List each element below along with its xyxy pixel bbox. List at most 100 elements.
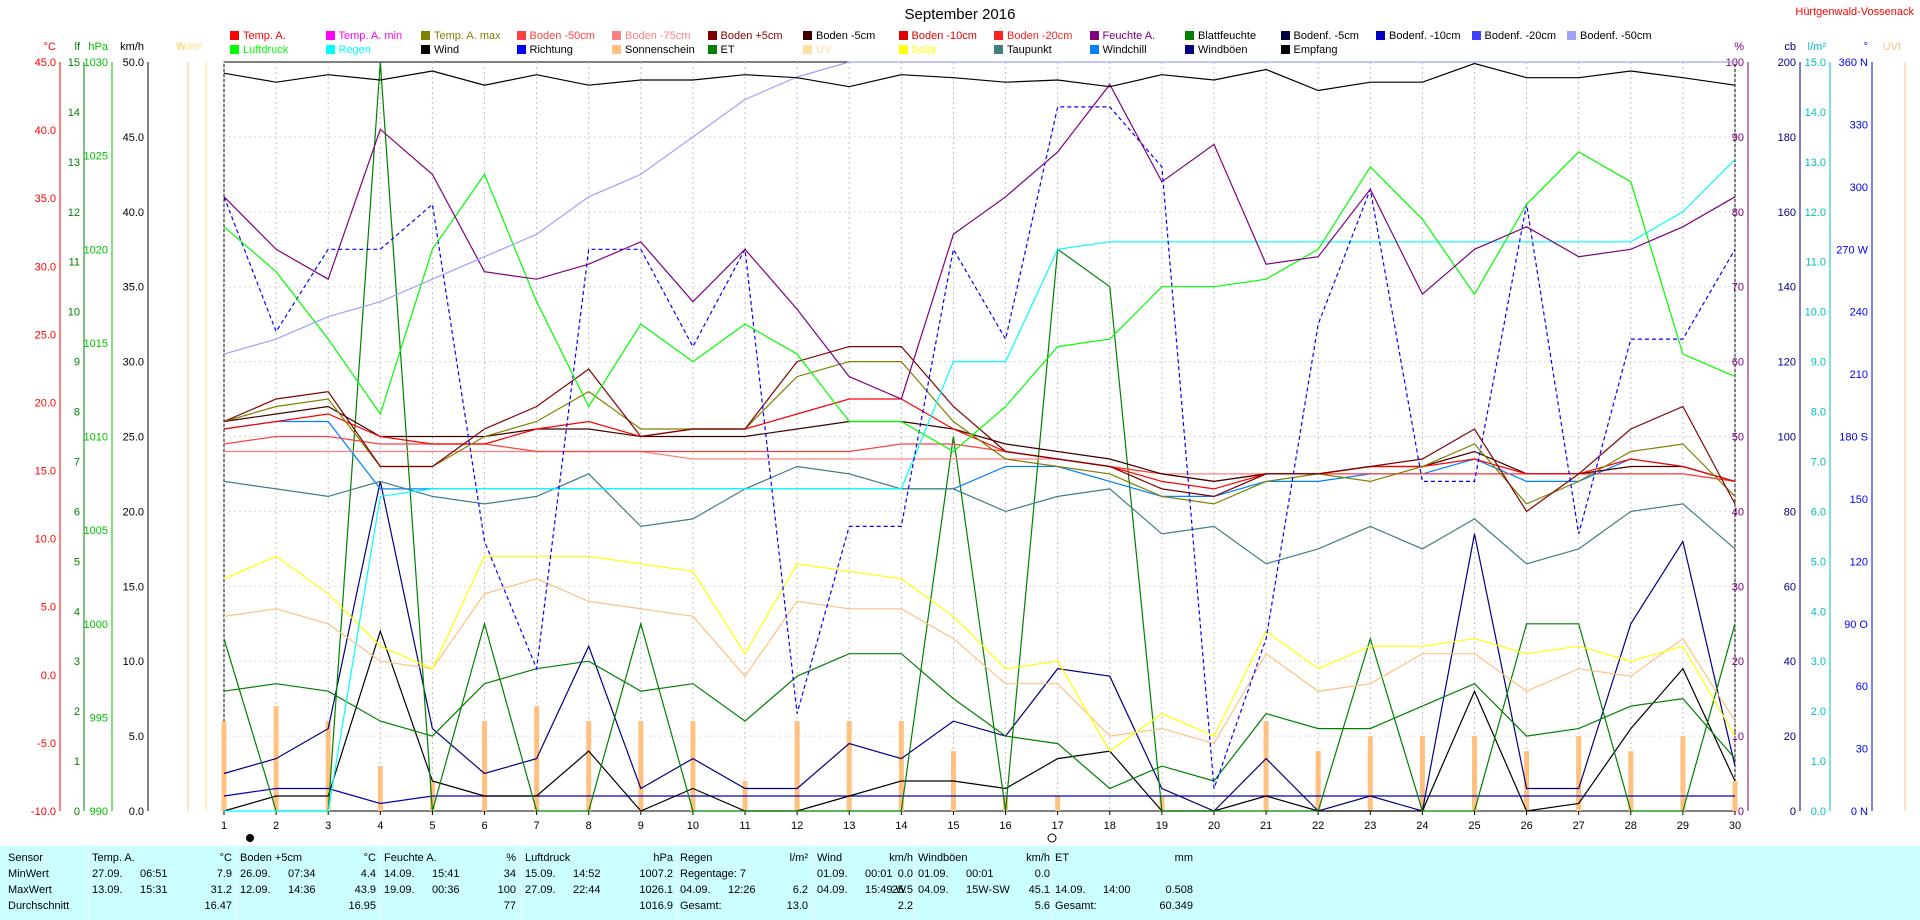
legend-swatch: [516, 45, 526, 54]
x-tick-label: 20: [1208, 820, 1220, 832]
sunshine-bar: [1471, 736, 1477, 811]
left-axis-tick-label: 45.0: [123, 132, 144, 144]
left-axis-tick-label: 1000: [84, 619, 108, 631]
series-line: [224, 158, 1736, 812]
x-tick-label: 5: [429, 820, 435, 832]
x-tick-label: 15: [947, 820, 959, 832]
stats-cell: 15:31: [140, 884, 168, 896]
stats-cell: 04.09.: [918, 884, 949, 896]
sunshine-bar: [1055, 796, 1061, 811]
stats-cell: 31.2: [210, 884, 232, 896]
stats-value-row: 04.09. 12:26 6.2: [680, 882, 808, 898]
series-line: [223, 83, 1736, 400]
legend-swatch: [421, 45, 430, 54]
legend-label: Boden -50cm: [529, 30, 595, 42]
legend-item: Boden -50cm: [516, 30, 595, 42]
stats-column: Wind km/h 01.09. 00:01 0.0 04.09. 15:49 W 25.5 2…: [817, 850, 913, 914]
stats-cell: 25.5: [891, 884, 913, 896]
left-axis-tick-label: 30.0: [35, 261, 56, 273]
legend-item: Boden -10cm: [898, 30, 977, 42]
x-tick-label: 11: [739, 820, 750, 832]
legend-label: Sonnenschein: [625, 44, 695, 56]
right-axis-tick-label: 40: [1732, 506, 1744, 518]
x-tick-label: 21: [1260, 820, 1272, 832]
stats-value-row: Gesamt: 13.0: [680, 898, 808, 914]
legend-item: Taupunkt: [994, 44, 1052, 56]
stats-value-row: 2.2: [817, 898, 913, 914]
legend-item: Blattfeuchte: [1185, 30, 1256, 42]
stats-cell: 12.09.: [240, 884, 271, 896]
right-axis-tick-label: 3.0: [1811, 656, 1826, 668]
legend-item: Solar: [898, 44, 937, 56]
stats-cell: km/h: [889, 852, 913, 864]
left-axis-tick-label: 40.0: [123, 207, 144, 219]
legend-label: Bodenf. -50cm: [1580, 30, 1652, 42]
right-axis-tick-label: 360 N: [1839, 57, 1868, 69]
right-axis-tick-label: 2.0: [1811, 706, 1826, 718]
stats-cell: 16.47: [204, 900, 232, 912]
right-axis-tick-label: 90 O: [1844, 619, 1868, 631]
stats-cell: 1026.1: [639, 884, 673, 896]
legend-item: ET: [707, 44, 735, 56]
legend-swatch: [1376, 31, 1385, 40]
x-tick-label: 30: [1729, 820, 1741, 832]
stats-cell: 16.95: [348, 900, 376, 912]
legend-label: Taupunkt: [1007, 44, 1052, 56]
stats-value-row: 01.09. 00:01 0.0: [817, 866, 913, 882]
legend-swatch: [1185, 31, 1194, 40]
right-axis-tick-label: 150: [1850, 494, 1868, 506]
stats-cell: 26.09.: [240, 868, 271, 880]
stats-cell: Regen: [680, 852, 713, 864]
stats-cell: 1007.2: [639, 868, 673, 880]
stats-cell: 06:51: [140, 868, 168, 880]
series-line: [223, 555, 1736, 752]
x-tick-label: 14: [895, 820, 907, 832]
right-axis-tick-label: 11.0: [1805, 257, 1826, 269]
right-axis-tick-label: 15.0: [1805, 57, 1826, 69]
legend-label: Bodenf. -10cm: [1389, 30, 1461, 42]
stats-divider: [914, 846, 915, 920]
stats-divider: [236, 846, 237, 920]
left-axis-tick-label: 1030: [84, 57, 108, 69]
stats-cell: 27.09.: [525, 884, 556, 896]
x-tick-label: 23: [1364, 820, 1376, 832]
legend-item: Windböen: [1185, 44, 1248, 56]
left-axis-unit: W/m²: [176, 41, 203, 53]
x-tick-label: 12: [791, 820, 803, 832]
left-axis-tick-label: 35.0: [123, 282, 144, 294]
sunshine-bar: [1628, 751, 1634, 811]
stats-cell: 14:36: [288, 884, 316, 896]
stats-cell: 45.1: [1028, 884, 1050, 896]
stats-cell: 7.9: [216, 868, 232, 880]
left-axis-tick-label: 15.0: [123, 581, 144, 593]
legend-label: Wind: [434, 44, 460, 56]
legend-swatch: [1567, 31, 1576, 40]
right-axis-tick-label: 5.0: [1811, 556, 1826, 568]
legend-item: Bodenf. -20cm: [1471, 30, 1557, 42]
left-axis-tick-label: 2: [74, 706, 80, 718]
stats-cell: l/m²: [789, 852, 808, 864]
series-line: [223, 61, 1736, 812]
legend-item: Sonnenschein: [612, 44, 695, 56]
left-axis-tick-label: 990: [90, 806, 108, 818]
sunshine-bar: [377, 766, 383, 811]
right-axis-tick-label: 100: [1726, 57, 1744, 69]
right-axis-tick-label: 0: [1738, 806, 1744, 818]
stats-header: Luftdruck hPa: [525, 850, 673, 866]
legend-swatch: [1089, 31, 1099, 40]
legend-item: Boden -75cm: [612, 30, 690, 42]
legend-item: Temp. A. max: [421, 30, 501, 42]
legend-swatch: [612, 31, 621, 40]
right-axis-tick-label: 70: [1732, 282, 1744, 294]
left-axis-unit: lf: [75, 41, 81, 53]
stats-cell: 100: [497, 884, 516, 896]
left-axis-tick-label: 50.0: [123, 57, 144, 69]
series-line: [223, 62, 1736, 92]
left-axis-tick-label: 0.0: [129, 806, 144, 818]
legend-label: Bodenf. -20cm: [1484, 30, 1557, 42]
left-axis-tick-label: 10: [68, 307, 80, 319]
stats-value-row: 04.09. 15:49 W 25.5: [817, 882, 913, 898]
stats-divider: [1051, 846, 1052, 920]
stats-cell: °C: [219, 852, 232, 864]
legend: Temp. A. Temp. A. min Temp. A. max Boden -5…: [230, 30, 1652, 60]
